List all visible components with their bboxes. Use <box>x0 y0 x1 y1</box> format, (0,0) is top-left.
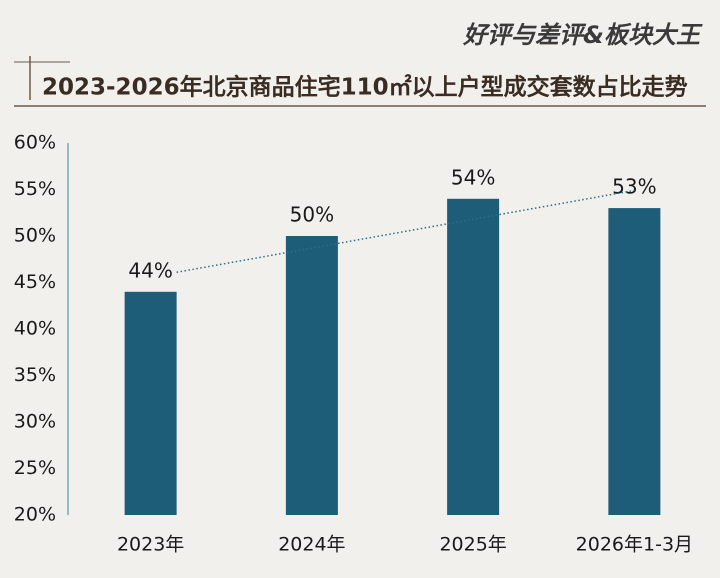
bar <box>608 208 661 515</box>
value-label: 44% <box>128 258 172 282</box>
y-tick-label: 55% <box>14 178 56 200</box>
bar <box>124 291 177 515</box>
value-label: 54% <box>451 165 495 189</box>
x-tick-label: 2023年 <box>117 534 184 556</box>
chart-title: 2023-2026年北京商品住宅110㎡以上户型成交套数占比走势 <box>42 74 688 101</box>
y-tick-label: 35% <box>14 364 56 386</box>
trend-line <box>176 189 635 274</box>
x-tick-label: 2026年1-3月 <box>576 534 693 556</box>
y-tick-label: 20% <box>14 504 56 526</box>
brand-logo: 好评与差评&板块大王 <box>462 21 703 49</box>
y-tick-label: 25% <box>14 457 56 479</box>
bar <box>285 236 338 515</box>
y-tick-label: 50% <box>14 225 56 247</box>
value-label: 53% <box>612 175 656 199</box>
y-tick-label: 45% <box>14 271 56 293</box>
value-label: 50% <box>290 203 334 227</box>
y-tick-label: 40% <box>14 318 56 340</box>
x-tick-label: 2025年 <box>439 534 506 556</box>
y-tick-label: 30% <box>14 411 56 433</box>
y-tick-label: 60% <box>14 132 56 154</box>
bar <box>447 198 500 516</box>
x-tick-label: 2024年 <box>278 534 345 556</box>
